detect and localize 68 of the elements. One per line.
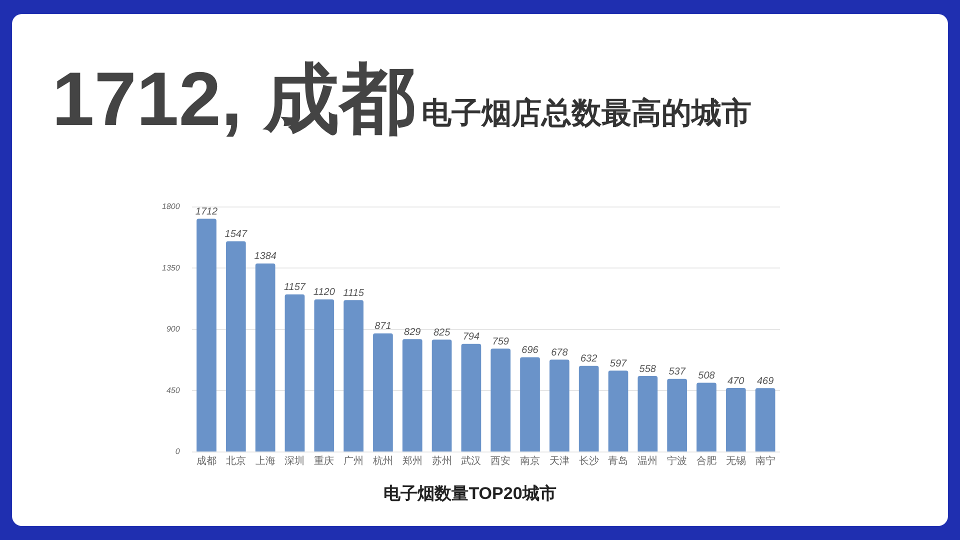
chart-subtitle: 电子烟店总数最高的城市 xyxy=(421,96,752,132)
bar xyxy=(490,348,511,452)
bar xyxy=(255,263,276,452)
data-label: 825 xyxy=(433,327,451,338)
bar xyxy=(550,360,570,452)
bar xyxy=(314,299,334,452)
data-label: 1712 xyxy=(195,206,218,218)
bar xyxy=(402,339,422,452)
x-tick-label: 南宁 xyxy=(755,454,776,467)
data-label: 696 xyxy=(522,344,539,356)
data-label: 871 xyxy=(374,321,392,332)
bar xyxy=(226,241,246,452)
data-label: 1384 xyxy=(254,251,277,262)
y-tick-label: 900 xyxy=(166,324,180,334)
y-tick-label: 0 xyxy=(175,447,180,456)
bar xyxy=(755,388,776,452)
bar xyxy=(373,333,393,452)
data-label: 469 xyxy=(756,376,774,387)
data-label: 508 xyxy=(698,370,716,382)
bar xyxy=(461,344,482,452)
bar xyxy=(520,357,540,452)
y-tick-label: 1800 xyxy=(162,202,180,212)
data-label: 678 xyxy=(551,347,568,358)
x-tick-label: 合肥 xyxy=(696,454,716,467)
x-tick-label: 广州 xyxy=(344,454,364,467)
x-tick-label: 成都 xyxy=(196,454,216,467)
bar xyxy=(608,370,628,452)
data-label: 632 xyxy=(580,354,598,365)
x-tick-label: 郑州 xyxy=(402,454,422,467)
bar xyxy=(196,218,216,452)
x-tick-label: 重庆 xyxy=(314,454,334,467)
bar xyxy=(344,300,364,452)
data-label: 1157 xyxy=(284,282,306,294)
x-tick-label: 北京 xyxy=(226,454,246,467)
data-label: 1115 xyxy=(343,288,364,299)
x-tick-label: 青岛 xyxy=(608,454,628,467)
x-tick-label: 深圳 xyxy=(284,454,305,467)
data-label: 829 xyxy=(404,326,422,338)
x-tick-label: 苏州 xyxy=(432,454,452,467)
bar xyxy=(667,378,687,452)
y-tick-label: 1350 xyxy=(162,263,180,272)
bar xyxy=(578,366,599,452)
bar xyxy=(726,388,746,452)
bar xyxy=(432,340,452,452)
data-label: 558 xyxy=(639,364,656,375)
x-tick-label: 无锡 xyxy=(726,456,746,467)
data-label: 470 xyxy=(728,376,745,387)
x-tick-label: 上海 xyxy=(255,454,276,467)
y-tick-label: 450 xyxy=(166,386,180,395)
x-tick-label: 武汉 xyxy=(461,454,482,467)
data-label: 1120 xyxy=(313,287,336,298)
x-axis-title: 电子烟数量TOP20城市 xyxy=(382,483,558,505)
chart-title: 1712, 成都 xyxy=(52,57,416,142)
data-label: 759 xyxy=(492,336,510,348)
data-label: 597 xyxy=(610,358,628,370)
bar xyxy=(638,376,658,452)
data-label: 794 xyxy=(462,332,480,343)
x-tick-label: 南京 xyxy=(520,454,540,467)
bar xyxy=(696,382,716,452)
x-tick-label: 长沙 xyxy=(578,454,599,467)
x-tick-label: 西安 xyxy=(490,454,511,467)
data-label: 537 xyxy=(668,366,686,378)
bar xyxy=(284,294,305,452)
x-tick-label: 杭州 xyxy=(372,454,393,467)
data-label: 1547 xyxy=(224,229,248,240)
x-tick-label: 宁波 xyxy=(667,454,688,467)
x-tick-label: 温州 xyxy=(638,454,658,467)
x-tick-label: 天津 xyxy=(549,454,570,467)
